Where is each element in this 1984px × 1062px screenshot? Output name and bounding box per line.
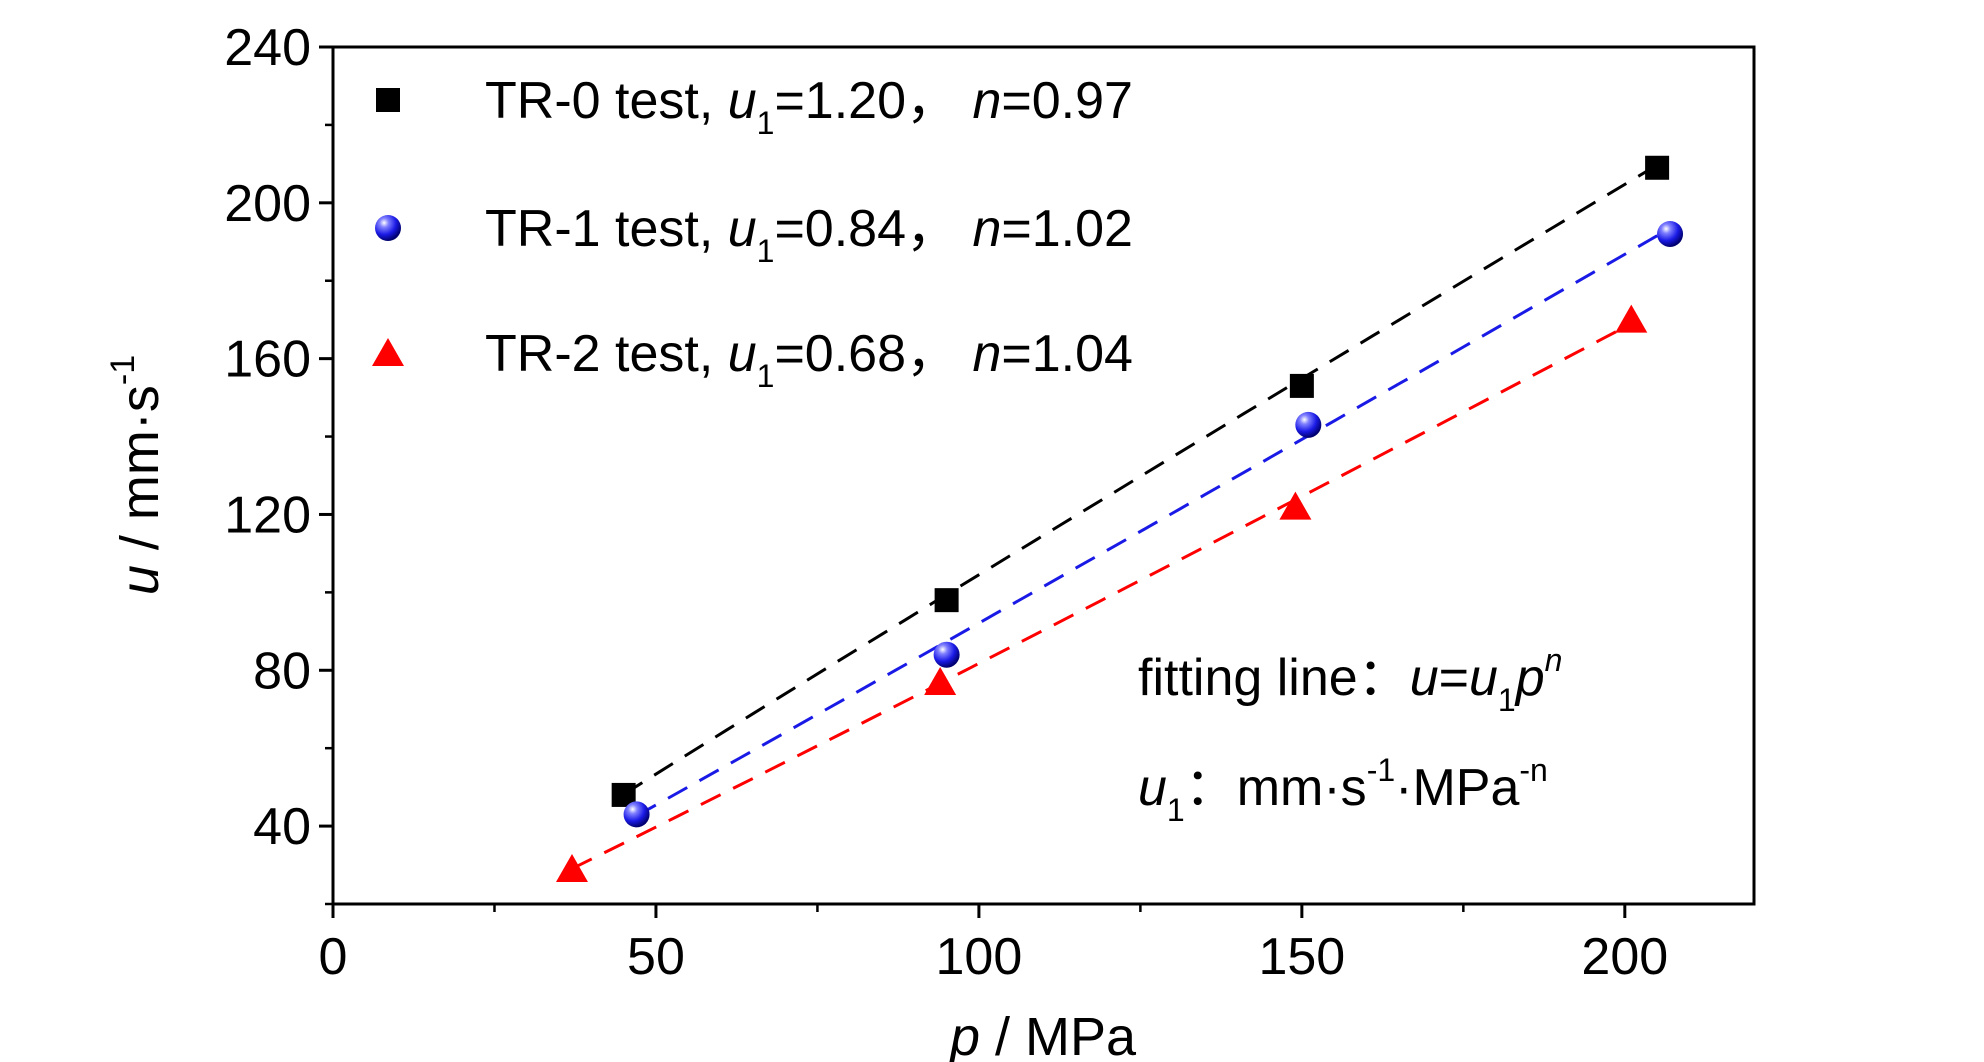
data-point	[1615, 304, 1648, 333]
y-tick-label: 200	[224, 175, 311, 233]
legend-marker	[376, 88, 400, 112]
data-point	[623, 801, 650, 828]
data-point	[933, 641, 960, 668]
y-tick-label: 80	[253, 642, 311, 700]
legend-label: TR-0 test, u1=1.20， n=0.97	[485, 72, 1133, 141]
legend-marker	[372, 338, 404, 366]
legend-label: TR-2 test, u1=0.68， n=1.04	[485, 325, 1133, 394]
data-point	[924, 666, 957, 695]
data-point	[1645, 155, 1670, 180]
fit-line	[622, 163, 1658, 796]
fit-line	[571, 322, 1632, 871]
legend-label: TR-1 test, u1=0.84， n=1.02	[485, 200, 1133, 269]
y-tick-label: 160	[224, 331, 311, 389]
fit-annotation: fitting line：u=u1pn u1：mm·s-1·MPa-n	[1138, 642, 1562, 828]
x-tick-label: 100	[936, 928, 1023, 986]
x-tick-label: 0	[319, 928, 348, 986]
x-tick-label: 50	[627, 928, 685, 986]
data-point	[1289, 373, 1314, 398]
y-axis-ticks: 40 80 120 160 200 240	[224, 19, 333, 906]
plot-frame	[331, 45, 1756, 906]
data-point	[934, 588, 959, 613]
x-axis-title: p / MPa	[948, 1007, 1137, 1062]
legend-marker	[375, 215, 401, 241]
fit-lines	[571, 163, 1671, 871]
legend: TR-0 test, u1=1.20， n=0.97 TR-1 test, u1=…	[372, 72, 1133, 394]
data-point	[1279, 491, 1312, 520]
fit-equation: fitting line：u=u1pn	[1138, 642, 1562, 718]
data-point	[1295, 411, 1322, 438]
x-tick-label: 200	[1581, 928, 1668, 986]
data-point	[1657, 220, 1684, 247]
y-tick-label: 120	[224, 486, 311, 544]
y-tick-label: 240	[224, 19, 311, 77]
y-axis-title: u / mm·s-1	[104, 355, 170, 595]
y-tick-label: 40	[253, 798, 311, 856]
fit-line	[635, 227, 1671, 818]
data-markers	[555, 155, 1684, 882]
data-point	[555, 853, 588, 882]
x-tick-label: 150	[1258, 928, 1345, 986]
x-axis-ticks: 0 50 100 150 200	[319, 904, 1668, 986]
unit-note: u1：mm·s-1·MPa-n	[1138, 752, 1548, 828]
